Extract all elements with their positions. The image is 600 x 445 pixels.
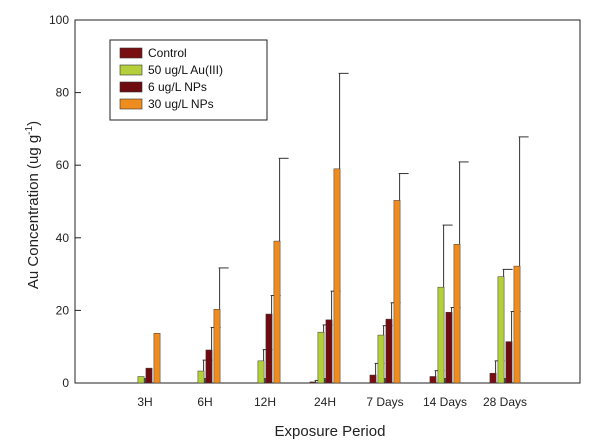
bar	[385, 318, 393, 384]
y-tick-label: 80	[56, 86, 70, 100]
y-axis-title-end: )	[25, 121, 42, 126]
bar	[505, 341, 513, 384]
bar	[325, 319, 333, 384]
x-tick-label: 3H	[137, 395, 152, 409]
bar	[429, 376, 437, 384]
legend-swatch	[119, 81, 143, 93]
y-tick-label: 0	[62, 376, 69, 390]
bar	[273, 240, 281, 384]
bar	[369, 374, 377, 384]
bar	[333, 168, 341, 384]
x-tick-label: 24H	[314, 395, 336, 409]
y-axis-title-superscript: -1	[24, 125, 35, 134]
bar	[265, 313, 273, 384]
bar	[205, 349, 213, 384]
x-tick-label: 7 Days	[366, 395, 403, 409]
y-tick-label: 20	[56, 303, 70, 317]
y-tick-label: 40	[56, 231, 70, 245]
x-axis: 3H 6H 12H 24H 7 Days 14 Days 28 Days	[137, 378, 527, 409]
legend: Control 50 ug/L Au(III) 6 ug/L NPs 30 ug/L …	[109, 39, 268, 121]
x-tick-label: 28 Days	[483, 395, 527, 409]
legend-label: 50 ug/L Au(III)	[148, 63, 223, 77]
bar	[445, 311, 453, 384]
bar	[513, 265, 521, 384]
bar	[257, 360, 265, 384]
bar	[453, 244, 461, 384]
bar	[145, 367, 153, 384]
bar	[309, 381, 317, 384]
bar	[153, 333, 161, 384]
x-axis-title: Exposure Period	[275, 423, 386, 440]
legend-swatch	[119, 98, 143, 110]
legend-label: 6 ug/L NPs	[148, 80, 207, 94]
y-tick-label: 60	[56, 158, 70, 172]
bar	[489, 372, 497, 384]
y-axis: 0 20 40 60 80 100	[49, 13, 81, 390]
legend-swatch	[119, 64, 143, 76]
bar	[317, 331, 325, 384]
x-tick-label: 14 Days	[423, 395, 467, 409]
y-axis-title-main: Au Concentration (ug g	[25, 135, 42, 289]
legend-swatch	[119, 47, 143, 59]
bar	[437, 286, 445, 384]
bar	[213, 309, 221, 384]
bar	[137, 376, 145, 384]
bar	[393, 200, 401, 384]
bars-group	[137, 72, 529, 384]
legend-label: 30 ug/L NPs	[148, 97, 214, 111]
bar	[197, 370, 205, 384]
bar	[377, 334, 385, 384]
legend-label: Control	[148, 46, 187, 60]
y-axis-title: Au Concentration (ug g-1)	[24, 121, 42, 289]
x-tick-label: 6H	[197, 395, 212, 409]
bar	[497, 276, 505, 384]
x-tick-label: 12H	[254, 395, 276, 409]
y-tick-label: 100	[49, 13, 69, 27]
